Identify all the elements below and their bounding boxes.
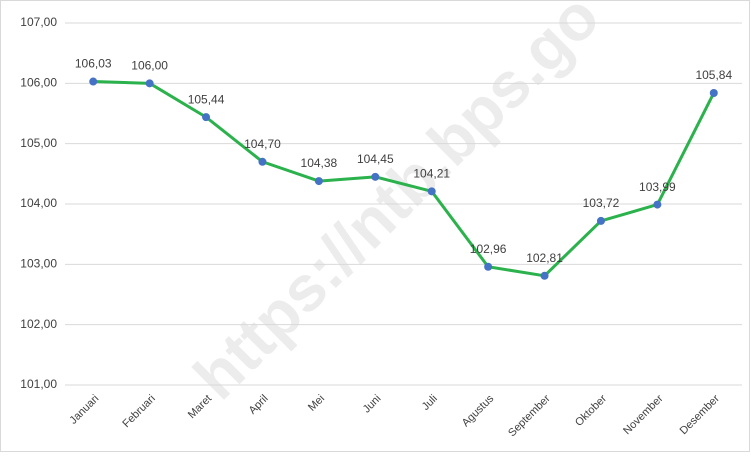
data-label: 104,21 (413, 167, 450, 181)
y-tick-label: 104,00 (20, 196, 57, 210)
data-label: 103,99 (639, 180, 676, 194)
data-label: 104,38 (301, 156, 338, 170)
data-label: 102,96 (470, 242, 507, 256)
point-marker (484, 262, 493, 271)
point-marker (89, 77, 98, 86)
point-marker (314, 177, 323, 186)
data-label: 105,84 (695, 68, 732, 82)
data-label: 104,45 (357, 152, 394, 166)
data-label: 105,44 (188, 92, 225, 106)
point-marker (427, 187, 436, 196)
point-marker (709, 88, 718, 97)
y-tick-label: 106,00 (20, 76, 57, 90)
data-label: 104,70 (244, 137, 281, 151)
series-line (93, 80, 716, 278)
y-tick-label: 105,00 (20, 136, 57, 150)
point-marker (258, 157, 267, 166)
data-label: 106,00 (131, 59, 168, 73)
y-tick-label: 103,00 (20, 257, 57, 271)
y-tick-label: 102,00 (20, 317, 57, 331)
data-label: 103,72 (583, 196, 620, 210)
y-tick-label: 101,00 (20, 377, 57, 391)
data-label: 102,81 (526, 251, 563, 265)
point-marker (596, 216, 605, 225)
point-marker (653, 200, 662, 209)
point-marker (371, 172, 380, 181)
point-marker (202, 113, 211, 122)
data-label: 106,03 (75, 57, 112, 71)
point-marker (145, 79, 154, 88)
point-marker (540, 271, 549, 280)
y-tick-label: 107,00 (20, 15, 57, 29)
